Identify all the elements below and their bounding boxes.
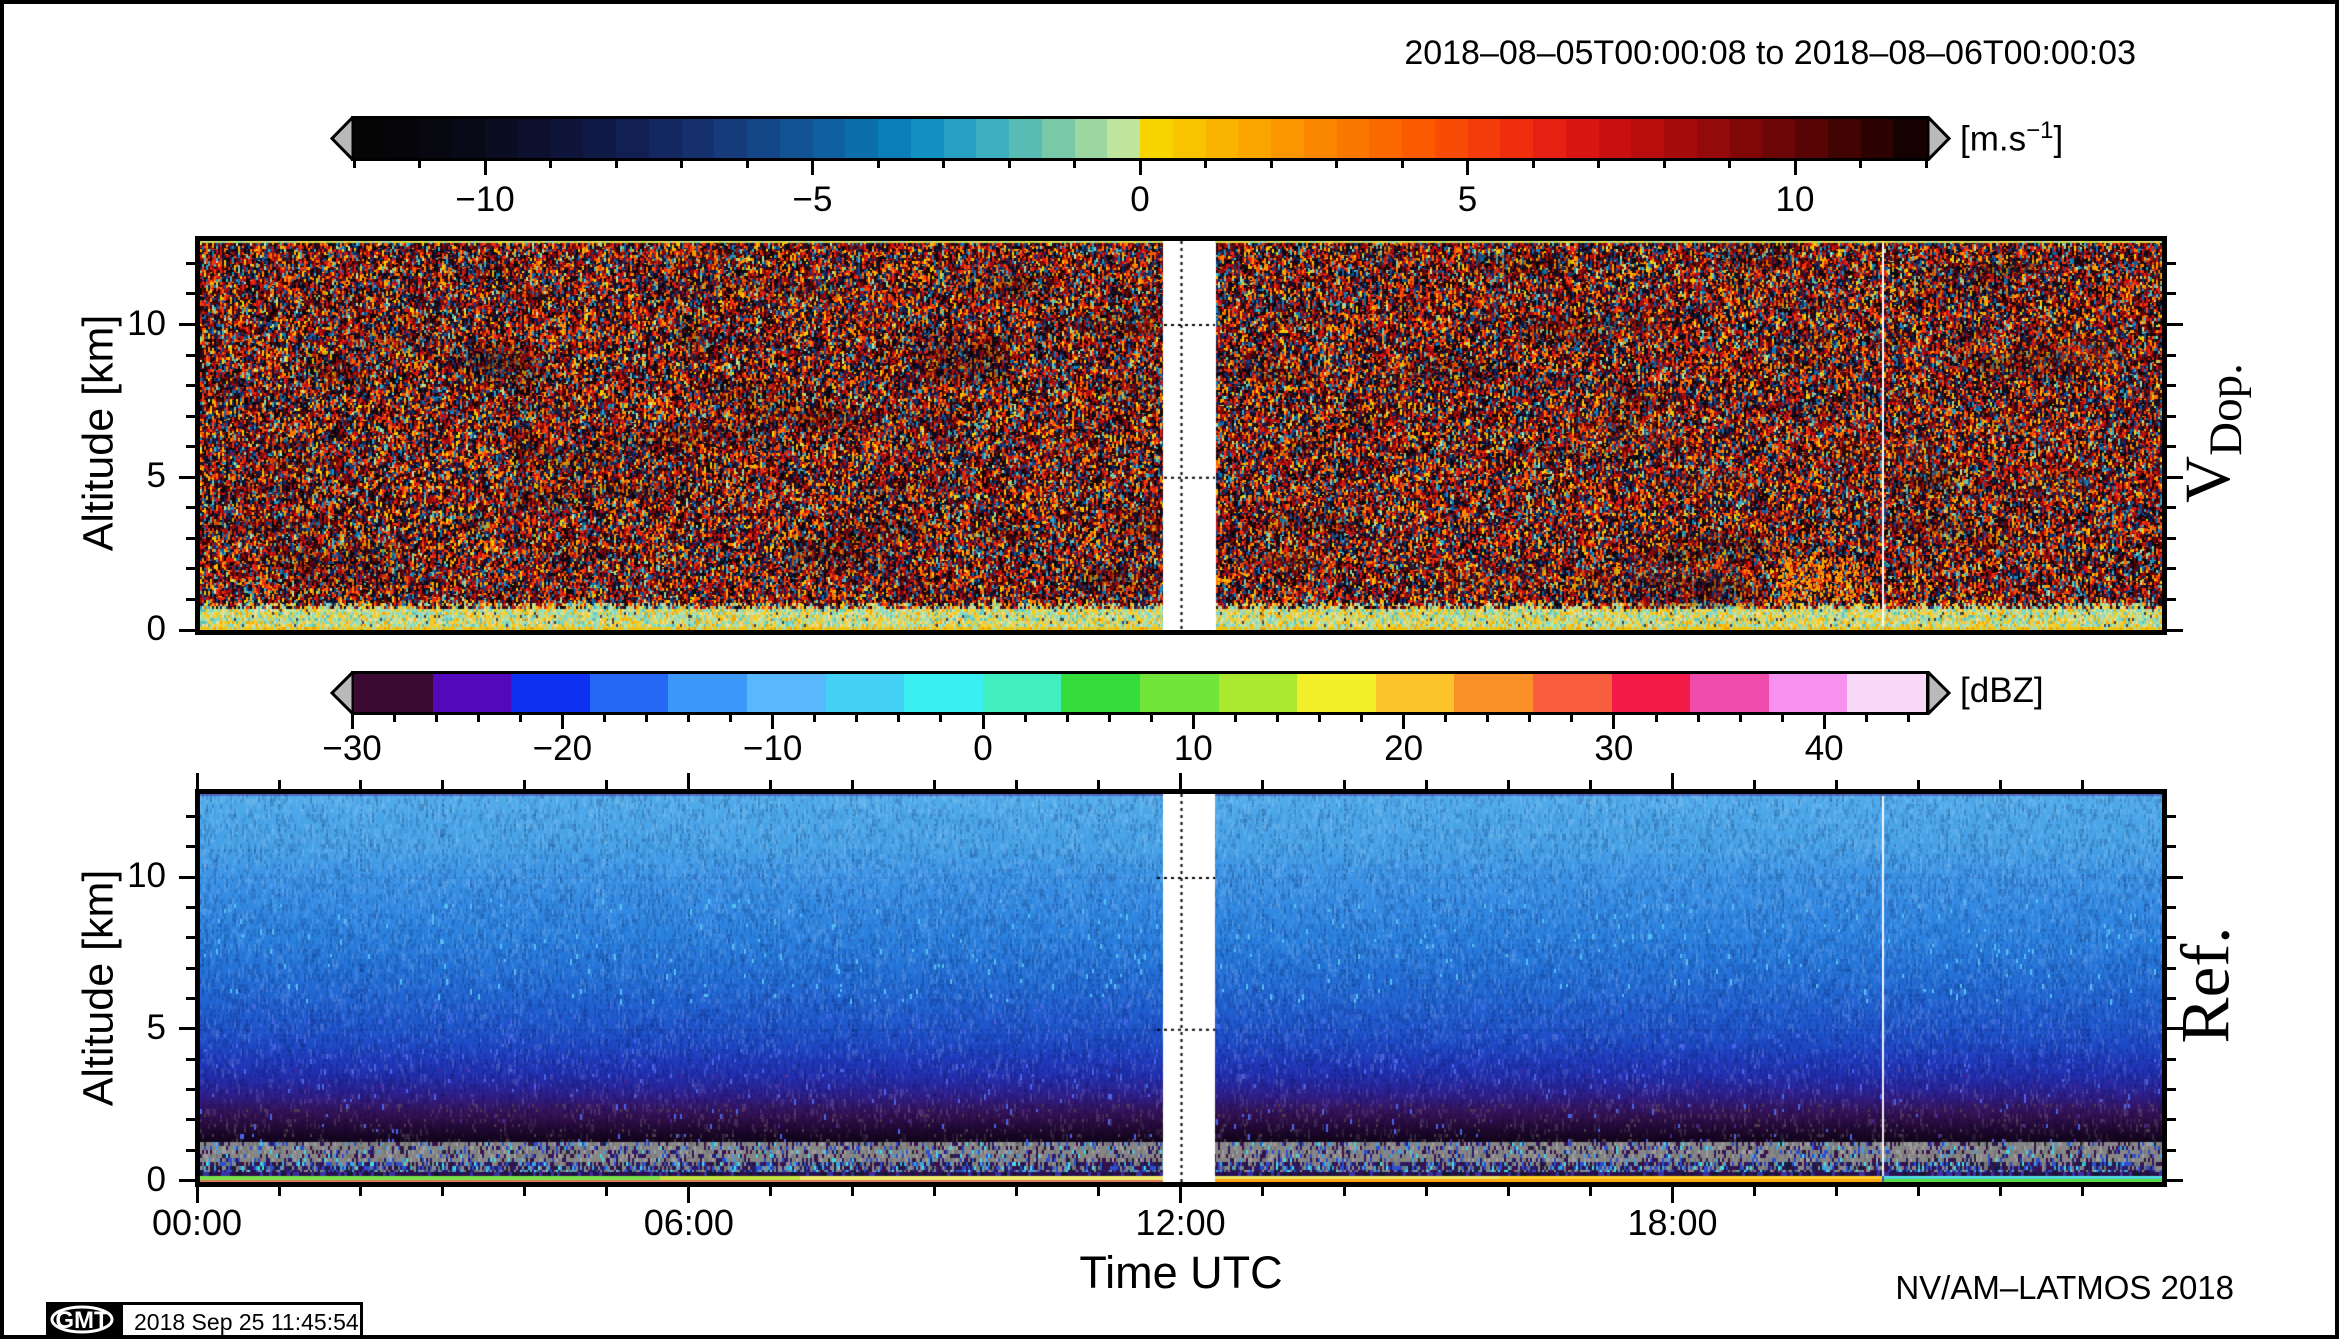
svg-text:GMT: GMT xyxy=(55,1307,109,1334)
